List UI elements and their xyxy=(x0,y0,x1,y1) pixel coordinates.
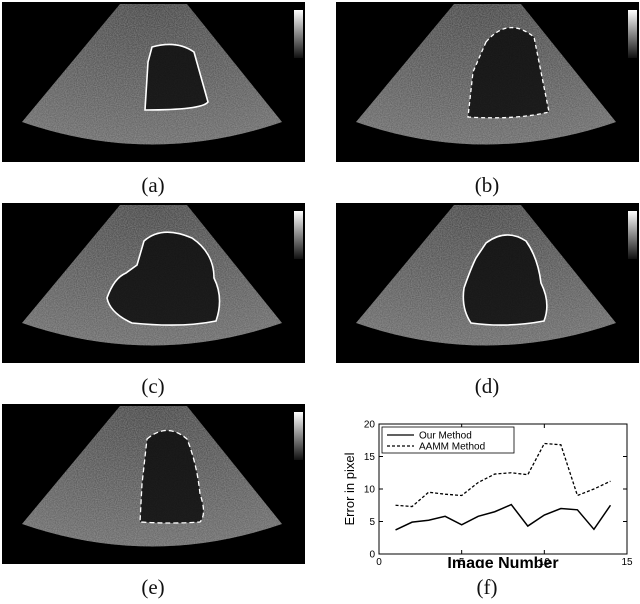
contour xyxy=(106,231,221,326)
ultrasound-panel-e xyxy=(2,404,305,564)
ultrasound-image-e xyxy=(2,404,305,564)
series-aamm-method-line xyxy=(395,442,611,508)
series-our-method-line xyxy=(395,503,612,531)
caption-a: (a) xyxy=(141,173,165,197)
ultrasound-panel-b xyxy=(336,2,639,162)
ultrasound-image-b xyxy=(336,2,639,162)
gray-scale-bar xyxy=(294,211,303,259)
gray-scale-bar xyxy=(628,211,637,259)
ultrasound-image-c xyxy=(2,203,305,363)
x-tick-label: 10 xyxy=(539,557,551,568)
y-tick-label: 15 xyxy=(364,452,376,463)
legend-label: Our Method xyxy=(419,431,472,442)
legend-label: AAMM Method xyxy=(419,442,485,453)
x-tick-label: 15 xyxy=(621,557,633,568)
caption-c: (c) xyxy=(141,374,165,398)
gray-scale-bar xyxy=(294,10,303,58)
legend-box xyxy=(381,426,515,454)
y-tick-label: 0 xyxy=(369,550,375,561)
y-tick-label: 10 xyxy=(364,485,376,496)
caption-e: (e) xyxy=(141,575,165,599)
x-tick-label: 0 xyxy=(376,557,382,568)
y-tick-label: 20 xyxy=(364,420,376,431)
ultrasound-panel-a xyxy=(2,2,305,162)
caption-d: (d) xyxy=(474,374,500,398)
ultrasound-panel-d xyxy=(336,203,639,363)
error-chart-panel: 0 5 10 15 0 5 10 15 20 Our Method AAMM Method Image… xyxy=(336,404,639,569)
ultrasound-image-a xyxy=(2,2,305,162)
ultrasound-panel-c xyxy=(2,203,305,363)
y-tick-label: 5 xyxy=(369,517,375,528)
contour xyxy=(462,234,548,326)
ultrasound-image-d xyxy=(336,203,639,363)
caption-f: (f) xyxy=(476,575,498,599)
y-axis-label: Error in pixel xyxy=(342,452,357,525)
x-tick-label: 5 xyxy=(459,557,465,568)
contour xyxy=(144,43,209,111)
contour xyxy=(139,429,205,524)
caption-b: (b) xyxy=(474,173,500,197)
x-axis-label: Image Number xyxy=(447,555,558,568)
gray-scale-bar xyxy=(294,412,303,460)
gray-scale-bar xyxy=(628,10,637,58)
contour xyxy=(467,27,550,119)
